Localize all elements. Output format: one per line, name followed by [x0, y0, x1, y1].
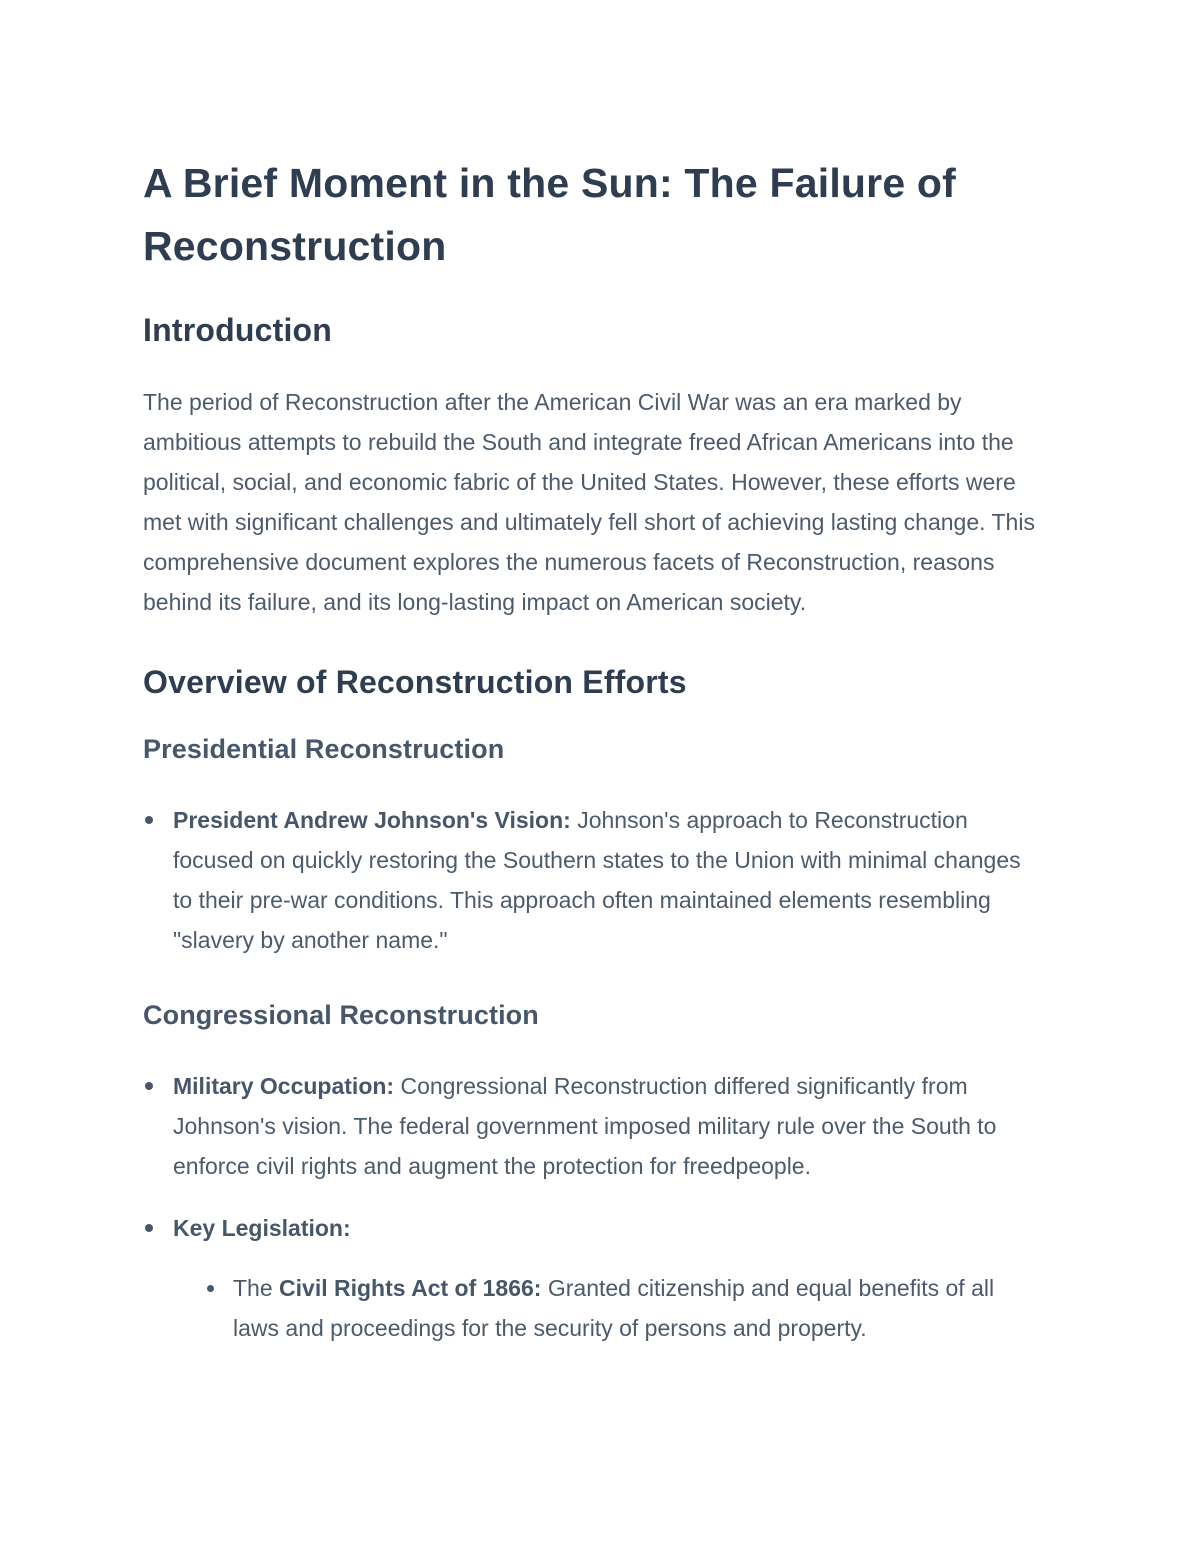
- introduction-paragraph: The period of Reconstruction after the A…: [143, 389, 1035, 615]
- subheading-congressional-reconstruction: Congressional Reconstruction: [143, 1000, 539, 1030]
- list-item-civil-rights-act-1866: The Civil Rights Act of 1866: Granted ci…: [173, 1268, 1035, 1348]
- sub-bullet-lead: Civil Rights Act of 1866:: [279, 1275, 542, 1301]
- heading-introduction: Introduction: [143, 312, 333, 348]
- list-item-key-legislation: Key Legislation: The Civil Rights Act of…: [143, 1208, 1043, 1348]
- sub-bullet-prefix: The: [233, 1275, 280, 1301]
- subheading-presidential-reconstruction: Presidential Reconstruction: [143, 734, 505, 764]
- key-legislation-sub-list: The Civil Rights Act of 1866: Granted ci…: [173, 1268, 1035, 1348]
- congressional-bullet-list: Military Occupation: Congressional Recon…: [143, 1066, 1043, 1348]
- presidential-bullet-list: President Andrew Johnson's Vision: Johns…: [143, 800, 1043, 960]
- bullet-text: Congressional Reconstruction differed si…: [173, 1073, 997, 1179]
- list-item-military-occupation: Military Occupation: Congressional Recon…: [143, 1066, 1043, 1186]
- document-title: A Brief Moment in the Sun: The Failure o…: [143, 160, 957, 269]
- list-item-johnsons-vision: President Andrew Johnson's Vision: Johns…: [143, 800, 1043, 960]
- bullet-dot-icon: [145, 1224, 153, 1232]
- bullet-lead: Key Legislation:: [173, 1215, 351, 1241]
- sub-bullet-dot-icon: [207, 1285, 214, 1292]
- bullet-dot-icon: [145, 1082, 153, 1090]
- bullet-lead: President Andrew Johnson's Vision:: [173, 807, 571, 833]
- sub-bullet-text: Granted citizenship and equal benefits o…: [233, 1275, 995, 1341]
- bullet-lead: Military Occupation:: [173, 1073, 395, 1099]
- heading-overview-of-reconstruction-efforts: Overview of Reconstruction Efforts: [143, 664, 687, 700]
- bullet-dot-icon: [145, 816, 153, 824]
- bullet-text: Johnson's approach to Reconstruction foc…: [173, 807, 1021, 953]
